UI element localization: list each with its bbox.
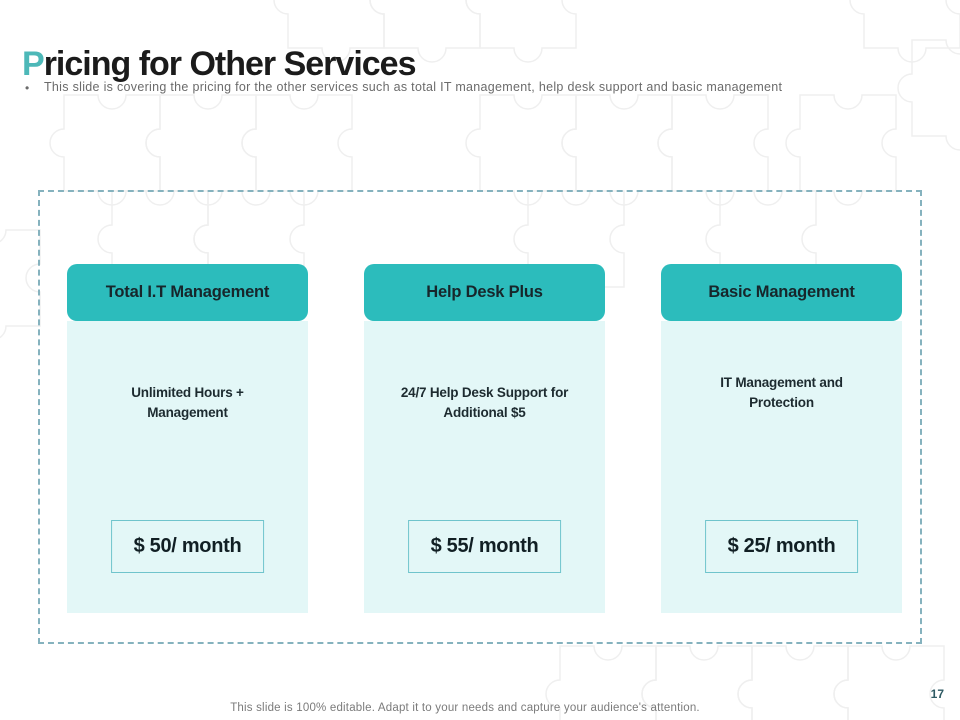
page-title: Pricing for Other Services: [22, 45, 416, 84]
pricing-card-total-it-management: Total I.T Management Unlimited Hours + M…: [67, 264, 308, 613]
slide-subtitle: This slide is covering the pricing for t…: [44, 80, 783, 94]
pricing-panel: Total I.T Management Unlimited Hours + M…: [38, 190, 922, 644]
price-box: $ 50/ month: [110, 520, 265, 573]
subtitle-row: • This slide is covering the pricing for…: [25, 80, 782, 96]
price-value: $ 50/ month: [133, 535, 242, 557]
title-text: ricing for Other Services: [43, 44, 417, 83]
price-box: $ 25/ month: [704, 520, 859, 573]
bullet-icon: •: [25, 81, 30, 95]
pricing-card-help-desk-plus: Help Desk Plus 24/7 Help Desk Support fo…: [364, 264, 605, 613]
card-title: Basic Management: [708, 283, 855, 301]
footer-note: This slide is 100% editable. Adapt it to…: [230, 702, 700, 714]
card-description: Unlimited Hours + Management: [67, 383, 308, 422]
card-body: 24/7 Help Desk Support for Additional $5…: [364, 321, 605, 613]
card-description-text: 24/7 Help Desk Support for Additional $5: [400, 385, 569, 420]
title-accent-letter: P: [22, 44, 45, 83]
card-description: 24/7 Help Desk Support for Additional $5: [364, 383, 605, 422]
card-description-text: IT Management and Protection: [720, 375, 843, 410]
card-header: Total I.T Management: [67, 264, 308, 321]
pricing-card-basic-management: Basic Management IT Management and Prote…: [661, 264, 902, 613]
page-number: 17: [930, 687, 944, 701]
card-header: Help Desk Plus: [364, 264, 605, 321]
price-value: $ 25/ month: [727, 535, 836, 557]
card-description-text: Unlimited Hours + Management: [131, 385, 244, 420]
price-box: $ 55/ month: [407, 520, 562, 573]
card-body: IT Management and Protection $ 25/ month: [661, 321, 902, 613]
price-value: $ 55/ month: [430, 535, 539, 557]
card-title: Total I.T Management: [105, 283, 270, 301]
card-body: Unlimited Hours + Management $ 50/ month: [67, 321, 308, 613]
card-description: IT Management and Protection: [661, 373, 902, 412]
card-title: Help Desk Plus: [426, 283, 543, 301]
card-header: Basic Management: [661, 264, 902, 321]
